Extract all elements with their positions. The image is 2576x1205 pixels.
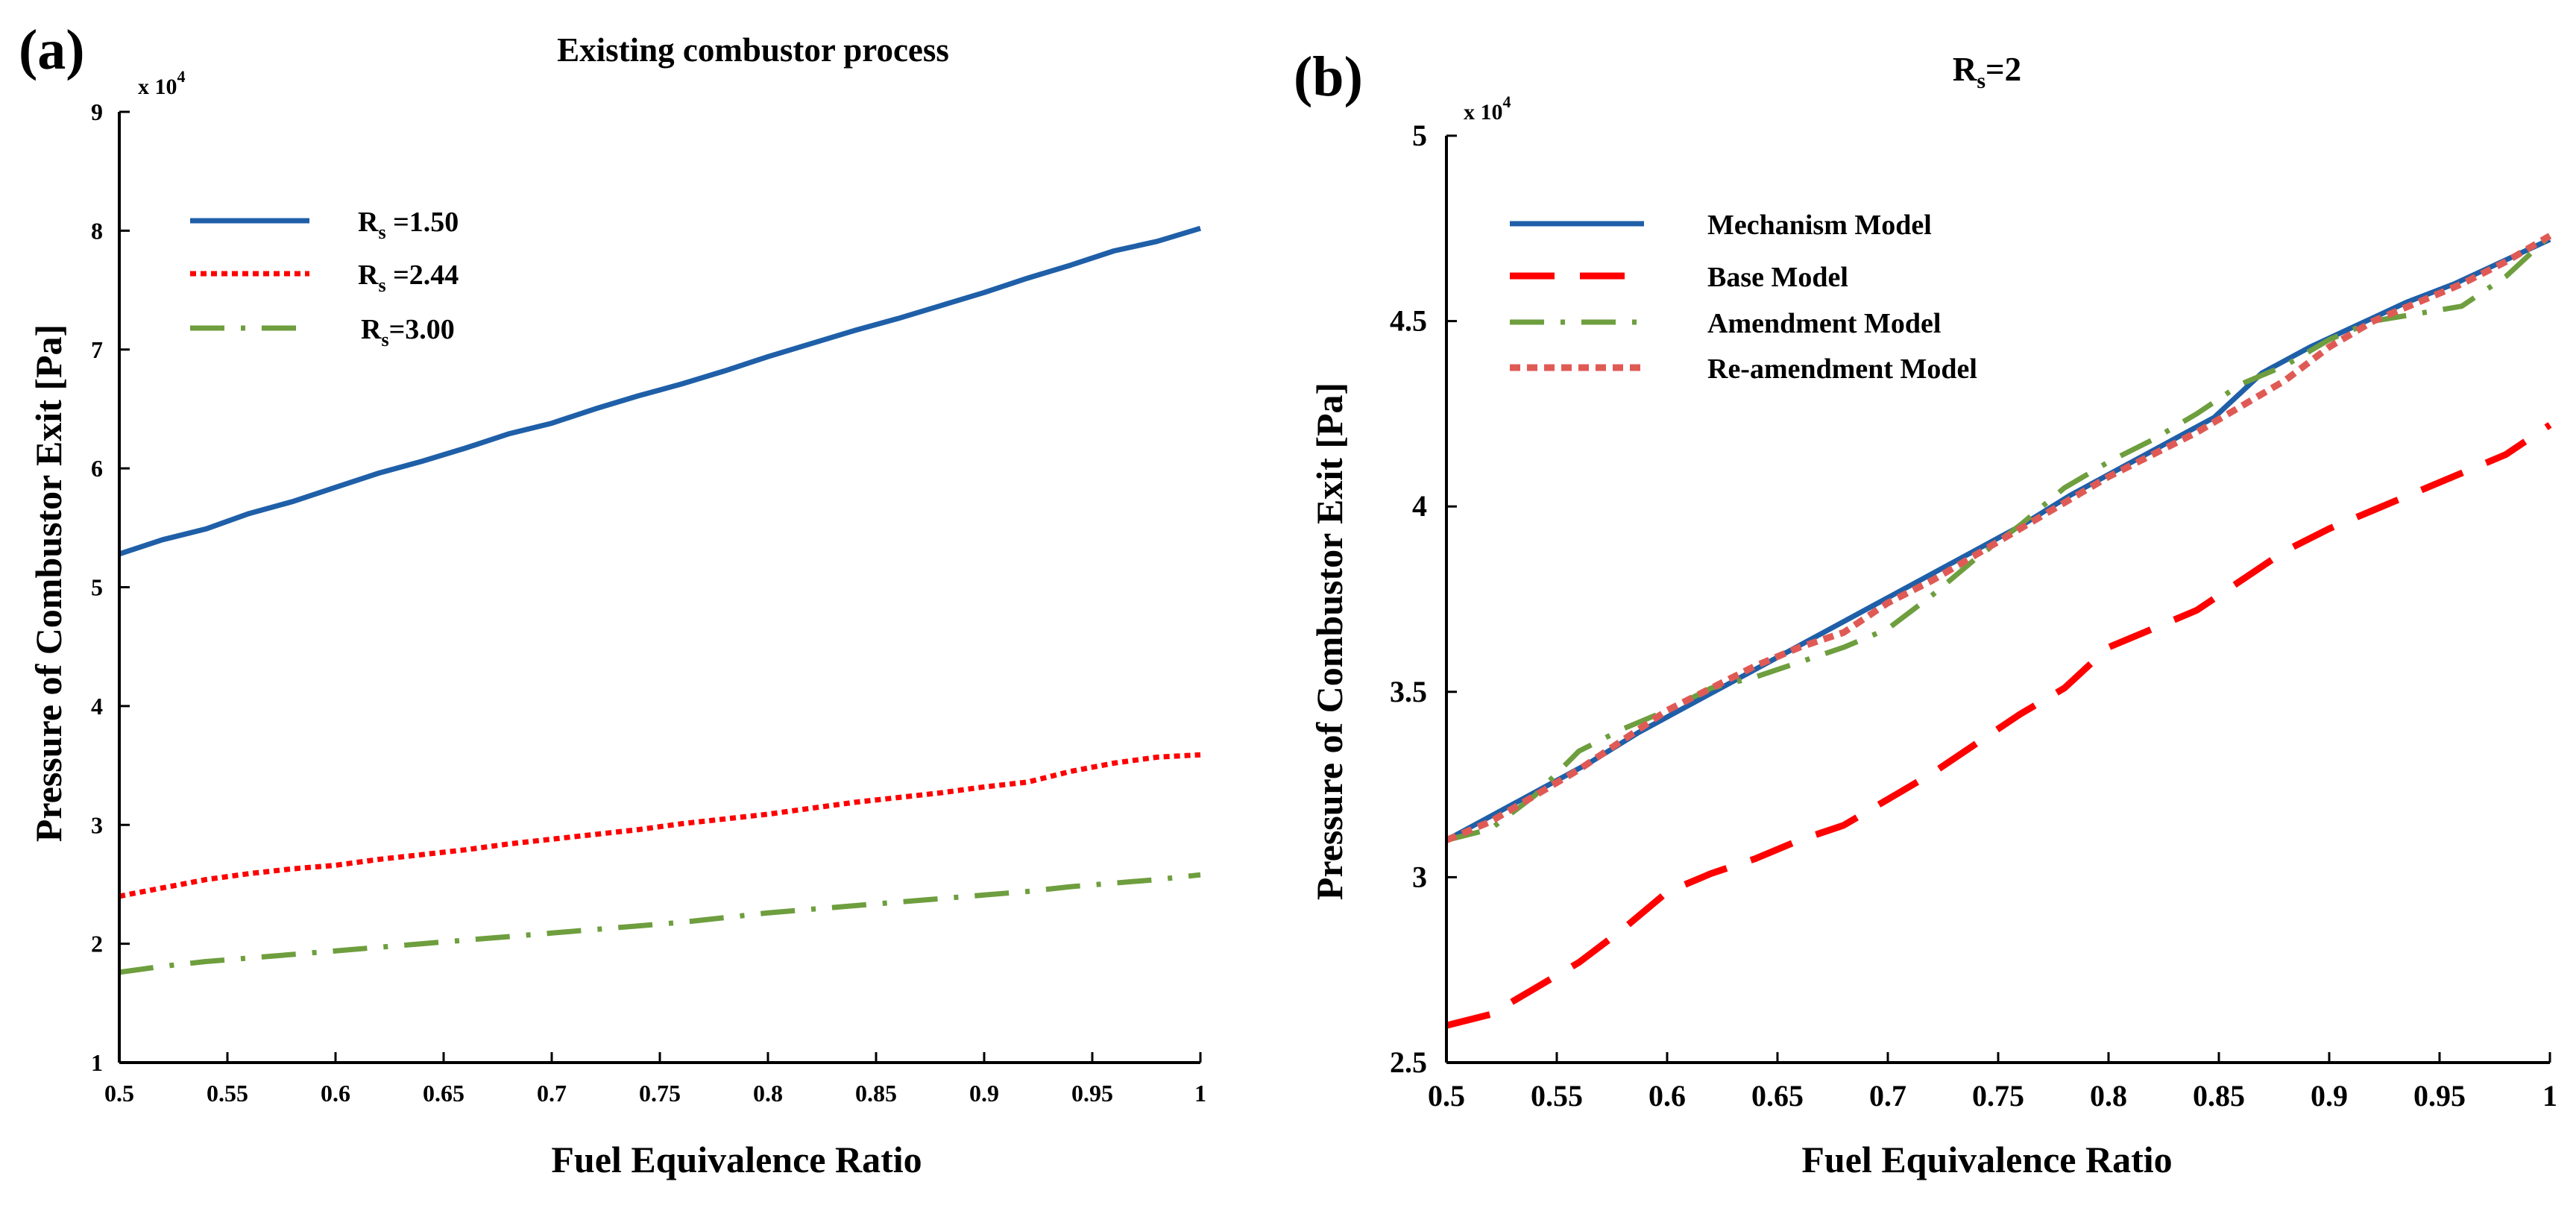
y-tick-label: 3 — [1412, 860, 1427, 893]
x-tick-label: 0.5 — [104, 1080, 134, 1107]
x-tick-label: 0.9 — [969, 1080, 999, 1107]
x-tick-label: 0.95 — [1071, 1080, 1113, 1107]
x-tick-label: 0.85 — [855, 1080, 897, 1107]
legend-label-rs-2-44: Rs =2.44 — [358, 259, 459, 296]
x-tick-label: 0.55 — [1531, 1079, 1583, 1113]
legend-label-re-amendment-model: Re-amendment Model — [1707, 353, 1977, 385]
panel-a: (a) Existing combustor process x 104 0.5… — [19, 19, 1206, 1180]
panel-a-x-ticks: 0.5 0.55 0.6 0.65 0.7 0.75 0.8 0.85 0.9 0.95 1 — [104, 1052, 1206, 1107]
series-line-rs-1-50 — [118, 225, 1202, 557]
panel-a-series — [118, 225, 1202, 975]
panel-a-legend: Rs =1.50 Rs =2.44 Rs=3.00 — [190, 207, 459, 350]
series-line-re-amendment-model — [1445, 233, 2552, 843]
y-tick-label: 3.5 — [1390, 675, 1427, 708]
panel-a-axes — [118, 112, 1200, 1064]
x-tick-label: 0.75 — [639, 1080, 681, 1107]
y-tick-label: 1 — [91, 1049, 103, 1076]
x-tick-label: 1 — [1194, 1080, 1206, 1107]
panel-a-title: Existing combustor process — [557, 31, 949, 69]
x-tick-label: 0.9 — [2311, 1079, 2348, 1113]
panel-b-y-ticks: 2.5 3 3.5 4 4.5 5 — [1390, 119, 1457, 1079]
panel-a-y-scale: x 104 — [138, 67, 186, 99]
x-tick-label: 1 — [2542, 1079, 2557, 1113]
panel-b-y-scale: x 104 — [1464, 92, 1511, 125]
x-tick-label: 0.6 — [1648, 1079, 1686, 1113]
x-tick-label: 0.65 — [1751, 1079, 1804, 1113]
x-tick-label: 0.65 — [423, 1080, 465, 1107]
panel-a-y-axis-label: Pressure of Combustor Exit [Pa] — [28, 324, 69, 842]
panel-a-x-axis-label: Fuel Equivalence Ratio — [551, 1139, 922, 1180]
y-tick-label: 6 — [91, 455, 103, 482]
panel-b-y-axis-label: Pressure of Combustor Exit [Pa] — [1309, 383, 1350, 900]
y-tick-label: 7 — [91, 336, 103, 363]
y-tick-label: 5 — [1412, 119, 1427, 152]
x-tick-label: 0.7 — [537, 1080, 567, 1107]
legend-label-mechanism-model: Mechanism Model — [1707, 210, 1932, 241]
legend-label-rs-1-50: Rs =1.50 — [358, 207, 459, 243]
x-tick-label: 0.85 — [2193, 1079, 2245, 1113]
y-tick-label: 2 — [91, 931, 103, 957]
x-tick-label: 0.8 — [753, 1080, 783, 1107]
y-tick-label: 4 — [1412, 489, 1427, 523]
panel-b-x-ticks: 0.5 0.55 0.6 0.65 0.7 0.75 0.8 0.85 0.9 0.95 1 — [1428, 1052, 2557, 1113]
x-tick-label: 0.5 — [1428, 1079, 1465, 1113]
series-line-base-model — [1445, 422, 2552, 1029]
panel-b-x-axis-label: Fuel Equivalence Ratio — [1801, 1139, 2172, 1180]
series-line-amendment-model — [1446, 233, 2552, 843]
series-line-rs-2-44 — [119, 752, 1201, 899]
panel-b-title: Rs=2 — [1953, 51, 2021, 93]
panel-b: (b) Rs=2 x 104 0.5 0.55 0.6 0.65 0.7 0.75 0.8 0… — [1294, 45, 2557, 1180]
panel-b-legend: Mechanism Model Base Model Amendment Mod… — [1510, 210, 1977, 385]
x-tick-label: 0.75 — [1972, 1079, 2024, 1113]
x-tick-label: 0.8 — [2090, 1079, 2127, 1113]
y-tick-label: 5 — [91, 574, 103, 601]
panel-a-y-ticks: 1 2 3 4 5 6 7 8 9 — [91, 98, 130, 1076]
x-tick-label: 0.7 — [1869, 1079, 1906, 1113]
legend-label-amendment-model: Amendment Model — [1707, 308, 1941, 339]
x-tick-label: 0.6 — [321, 1080, 350, 1107]
legend-label-base-model: Base Model — [1707, 262, 1848, 293]
y-tick-label: 8 — [91, 217, 103, 244]
x-tick-label: 0.55 — [207, 1080, 248, 1107]
y-tick-label: 3 — [91, 811, 103, 838]
y-tick-label: 4.5 — [1390, 304, 1427, 338]
y-tick-label: 9 — [91, 98, 103, 125]
series-line-rs-3-00 — [119, 872, 1201, 975]
x-tick-label: 0.95 — [2413, 1079, 2466, 1113]
y-tick-label: 4 — [91, 693, 103, 720]
panel-a-label: (a) — [19, 19, 85, 81]
panel-b-series — [1445, 233, 2552, 1029]
panel-b-label: (b) — [1294, 45, 1363, 108]
y-tick-label: 2.5 — [1390, 1045, 1427, 1079]
legend-label-rs-3-00: Rs=3.00 — [361, 314, 455, 350]
